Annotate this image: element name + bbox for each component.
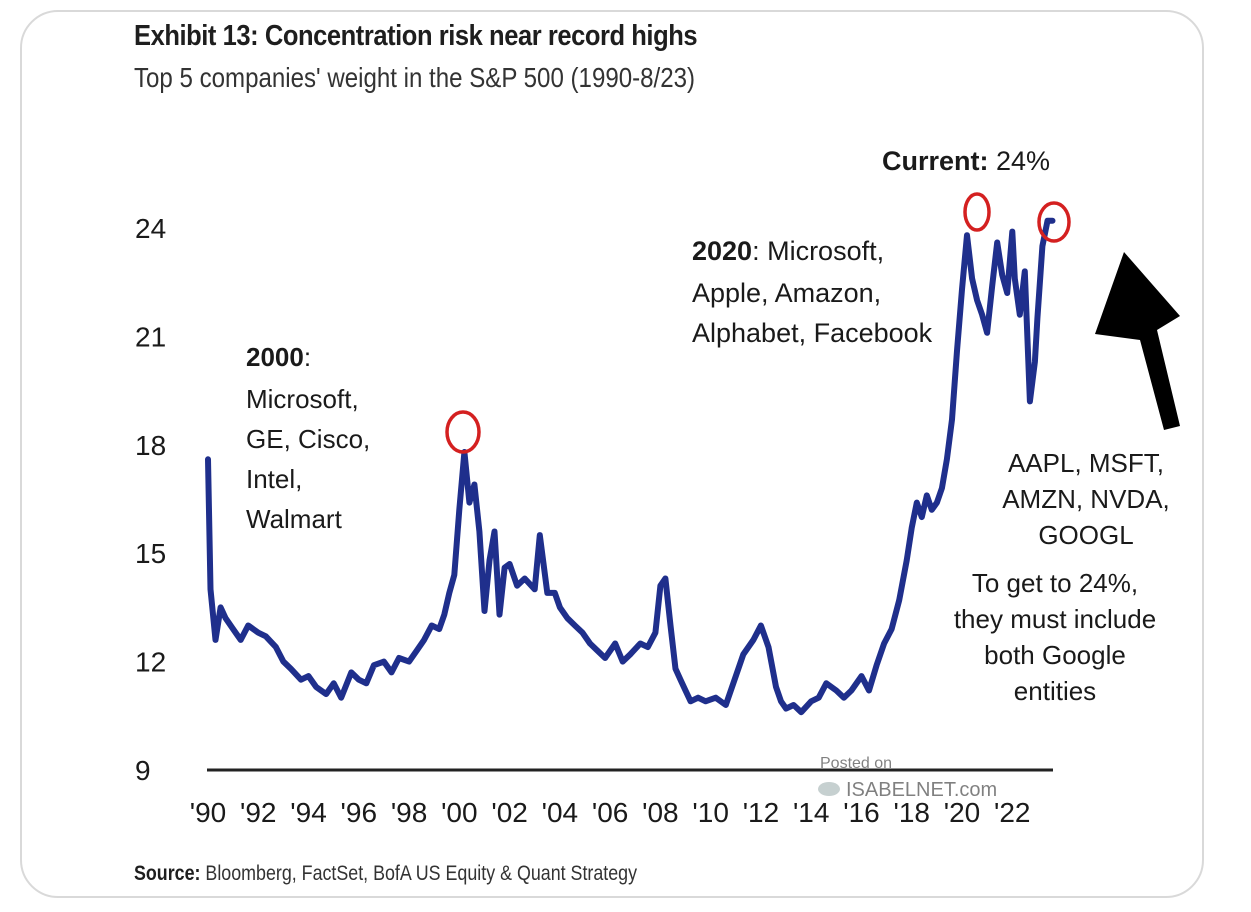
annotation-2000-line: Intel, [246,464,302,494]
svg-text:2000:: 2000: [246,342,311,372]
y-tick-label: 15 [135,538,166,569]
source-note: Source: Bloomberg, FactSet, BofA US Equi… [134,862,637,886]
annotation-2000-line: GE, Cisco, [246,424,370,454]
source-text: Bloomberg, FactSet, BofA US Equity & Qua… [205,862,638,885]
note-line: both Google [984,640,1126,670]
watermark: Posted on ISABELNET.com [818,755,997,801]
tickers-line: AAPL, MSFT, [1008,448,1164,478]
annotation-2020-line: Alphabet, Facebook [692,318,933,348]
source-label: Source: [134,862,201,885]
watermark-line1: Posted on [820,755,892,772]
annotation-2020: 2020: Microsoft, Apple, Amazon, Alphabet… [692,236,933,348]
note-line: entities [1014,676,1096,706]
tickers-line: AMZN, NVDA, [1002,484,1170,514]
highlight-circles [445,192,1071,454]
svg-text:2020: Microsoft,: 2020: Microsoft, [692,236,884,266]
series-line-group [205,217,1056,716]
annotation-2020-line: Apple, Amazon, [692,278,881,308]
y-axis-ticks: 9 12 15 18 21 24 [135,213,166,786]
x-tick-label: '90 [190,797,227,828]
note-line: To get to 24%, [972,568,1138,598]
x-tick-label: '22 [994,797,1031,828]
highlight-circle-2000 [445,410,481,454]
x-tick-label: '16 [843,797,880,828]
y-tick-label: 21 [135,321,166,352]
y-tick-label: 9 [135,755,151,786]
x-tick-label: '02 [491,797,528,828]
annotation-2000-colon: : [304,342,311,372]
chart-subtitle: Top 5 companies' weight in the S&P 500 (… [134,62,696,93]
x-tick-label: '20 [944,797,981,828]
tickers-line: GOOGL [1038,520,1133,550]
note-line: they must include [954,604,1156,634]
current-annotation: Current: 24% [882,146,1050,176]
chart-title: Exhibit 13: Concentration risk near reco… [134,20,698,52]
tickers-annotation: AAPL, MSFT, AMZN, NVDA, GOOGL [1002,448,1170,550]
x-tick-label: '92 [240,797,277,828]
x-tick-label: '94 [290,797,327,828]
y-tick-label: 18 [135,430,166,461]
watermark-logo-icon [818,782,840,796]
y-tick-label: 12 [135,647,166,678]
current-value: 24% [989,146,1051,176]
annotation-2020-year: 2020 [692,236,752,266]
highlight-circle-2020 [963,192,991,232]
x-tick-label: '00 [441,797,478,828]
x-tick-label: '98 [391,797,428,828]
x-tick-label: '96 [341,797,378,828]
highlight-circle-current [1037,201,1071,243]
annotation-2000: 2000: Microsoft, GE, Cisco, Intel, Walma… [246,342,370,534]
watermark-line2: ISABELNET.com [846,779,997,801]
x-tick-label: '06 [592,797,629,828]
x-tick-label: '10 [692,797,729,828]
x-tick-label: '04 [542,797,579,828]
card-frame [20,10,1204,898]
y-tick-label: 24 [135,213,166,244]
annotation-2000-line: Microsoft, [246,384,359,414]
series-line [205,217,1056,716]
up-arrow-icon [1095,252,1180,430]
current-label: Current: [882,146,989,176]
annotation-2020-line: : Microsoft, [752,236,884,266]
x-axis-ticks: '90 '92 '94 '96 '98 '00 '02 '04 '06 '08 '10 '12 '14 '… [190,797,1031,828]
x-tick-label: '18 [893,797,930,828]
annotation-2000-line: Walmart [246,504,343,534]
x-tick-label: '12 [743,797,780,828]
x-tick-label: '14 [793,797,830,828]
annotation-2000-year: 2000 [246,342,304,372]
x-tick-label: '08 [642,797,679,828]
google-note-annotation: To get to 24%, they must include both Go… [954,568,1156,706]
